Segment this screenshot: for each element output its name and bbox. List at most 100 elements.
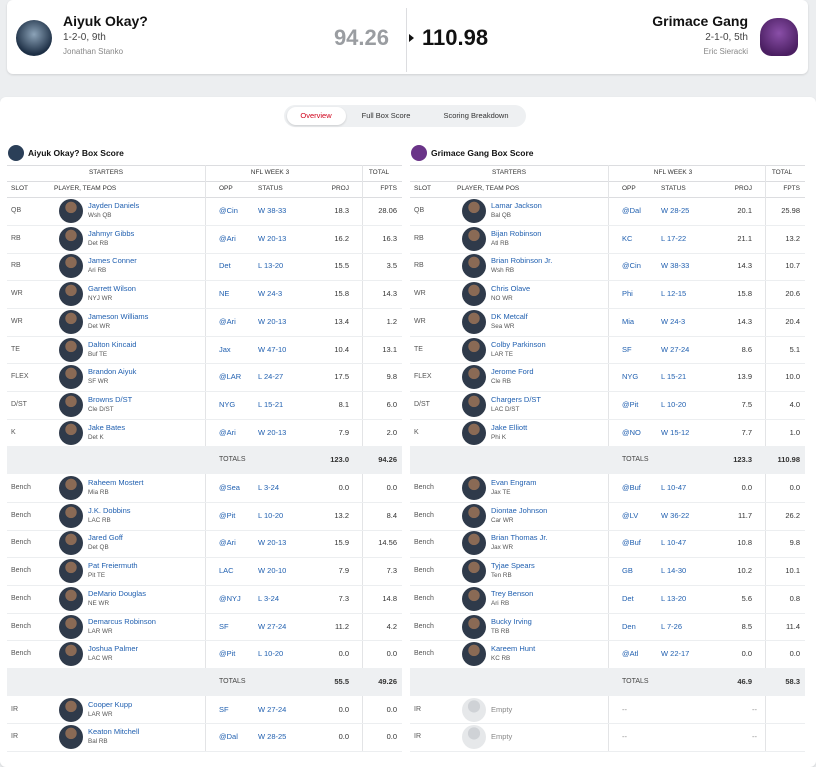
player-name[interactable]: DK Metcalf (491, 311, 528, 321)
game-status[interactable]: L 10-47 (661, 483, 687, 492)
player-name[interactable]: Raheem Mostert (88, 478, 144, 487)
opponent[interactable]: Mia (622, 316, 635, 326)
opponent[interactable]: NYG (622, 372, 639, 382)
game-status[interactable]: W 22-17 (661, 649, 690, 659)
player-name[interactable]: Cooper Kupp (88, 699, 133, 709)
opponent[interactable]: @Pit (622, 399, 639, 409)
player-name[interactable]: Diontae Johnson (491, 505, 548, 515)
player-name[interactable]: Trey Benson (491, 588, 534, 598)
game-status[interactable]: W 20-13 (258, 538, 287, 548)
game-status[interactable]: W 20-13 (258, 233, 287, 243)
opponent[interactable]: @Ari (219, 233, 236, 243)
player-name[interactable]: Bucky Irving (491, 616, 532, 626)
game-status[interactable]: L 10-20 (258, 649, 284, 659)
opponent[interactable]: @Pit (219, 649, 236, 659)
player-name[interactable]: Dalton Kincaid (88, 339, 137, 349)
opponent[interactable]: @Dal (622, 206, 641, 215)
game-status[interactable]: W 20-13 (258, 427, 287, 437)
game-status[interactable]: W 20-10 (258, 566, 287, 576)
player-name[interactable]: Jake Elliott (491, 422, 528, 432)
game-status[interactable]: W 20-13 (258, 316, 287, 326)
opponent[interactable]: LAC (219, 566, 234, 576)
opponent[interactable]: @Ari (219, 427, 236, 437)
game-status[interactable]: W 27-24 (258, 704, 287, 714)
opponent[interactable]: @LAR (219, 372, 242, 382)
game-status[interactable]: W 27-24 (258, 621, 287, 631)
opponent[interactable]: @Atl (622, 649, 639, 659)
tab[interactable]: Overview (300, 111, 332, 120)
player-name[interactable]: J.K. Dobbins (88, 505, 131, 515)
game-status[interactable]: W 28-25 (258, 732, 287, 742)
opponent[interactable]: Det (219, 261, 231, 271)
player-name[interactable]: Jayden Daniels (88, 201, 140, 210)
game-status[interactable]: W 36-22 (661, 510, 690, 520)
player-name[interactable]: Brandon Aiyuk (88, 367, 137, 377)
opponent[interactable]: Jax (219, 344, 231, 354)
opponent[interactable]: Den (622, 621, 636, 631)
opponent[interactable]: GB (622, 566, 633, 576)
game-status[interactable]: W 38-33 (258, 206, 287, 215)
player-name[interactable]: Keaton Mitchell (88, 727, 140, 737)
opponent[interactable]: @Buf (622, 538, 641, 548)
player-name[interactable]: Jerome Ford (491, 367, 534, 377)
game-status[interactable]: L 10-47 (661, 538, 687, 548)
opponent[interactable]: @Sea (219, 483, 240, 492)
player-name[interactable]: Jahmyr Gibbs (88, 228, 135, 238)
game-status[interactable]: L 24-27 (258, 372, 284, 382)
opponent[interactable]: @Pit (219, 510, 236, 520)
player-name[interactable]: DeMario Douglas (88, 588, 146, 598)
game-status[interactable]: L 10-20 (661, 399, 687, 409)
opponent[interactable]: SF (219, 704, 229, 714)
player-name[interactable]: Bijan Robinson (491, 228, 542, 238)
player-name[interactable]: Kareem Hunt (491, 644, 536, 654)
game-status[interactable]: L 15-21 (258, 399, 284, 409)
game-status[interactable]: L 14-30 (661, 566, 687, 576)
game-status[interactable]: L 3-24 (258, 483, 279, 492)
player-name[interactable]: Joshua Palmer (88, 644, 139, 654)
game-status[interactable]: L 7-26 (661, 621, 682, 631)
game-status[interactable]: W 47-10 (258, 344, 287, 354)
opponent[interactable]: @Cin (219, 206, 238, 215)
player-name[interactable]: Colby Parkinson (491, 339, 546, 349)
opponent[interactable]: @Ari (219, 538, 236, 548)
player-name[interactable]: Jake Bates (88, 422, 126, 432)
opponent[interactable]: Phi (622, 289, 633, 299)
game-status[interactable]: L 13-20 (661, 593, 687, 603)
player-name[interactable]: Jared Goff (88, 533, 123, 543)
game-status[interactable]: L 3-24 (258, 593, 279, 603)
tab[interactable]: Full Box Score (361, 111, 411, 120)
game-status[interactable]: W 24-3 (258, 289, 283, 299)
game-status[interactable]: W 28-25 (661, 206, 690, 215)
game-status[interactable]: L 12-15 (661, 289, 687, 299)
opponent[interactable]: NE (219, 289, 230, 299)
player-name[interactable]: Chargers D/ST (491, 394, 542, 404)
opponent[interactable]: @Buf (622, 483, 641, 492)
game-status[interactable]: L 15-21 (661, 372, 687, 382)
player-name[interactable]: Evan Engram (491, 478, 537, 487)
opponent[interactable]: NYG (219, 399, 236, 409)
player-name[interactable]: Jameson Williams (88, 311, 149, 321)
game-status[interactable]: L 10-20 (258, 510, 284, 520)
player-name[interactable]: Lamar Jackson (491, 201, 542, 210)
game-status[interactable]: L 17-22 (661, 233, 687, 243)
opponent[interactable]: @NO (622, 427, 641, 437)
game-status[interactable]: W 24-3 (661, 316, 686, 326)
player-name[interactable]: Chris Olave (491, 284, 531, 294)
player-name[interactable]: Brian Robinson Jr. (491, 256, 553, 266)
game-status[interactable]: W 38-33 (661, 261, 690, 271)
game-status[interactable]: W 27-24 (661, 344, 690, 354)
game-status[interactable]: L 13-20 (258, 261, 284, 271)
opponent[interactable]: SF (622, 344, 632, 354)
opponent[interactable]: KC (622, 233, 633, 243)
player-name[interactable]: Garrett Wilson (88, 284, 136, 294)
player-name[interactable]: Brian Thomas Jr. (491, 533, 548, 543)
player-name[interactable]: Pat Freiermuth (88, 561, 138, 571)
player-name[interactable]: Tyjae Spears (491, 561, 535, 571)
player-name[interactable]: James Conner (88, 256, 137, 266)
player-name[interactable]: Browns D/ST (88, 394, 133, 404)
opponent[interactable]: @Ari (219, 316, 236, 326)
opponent[interactable]: Det (622, 593, 634, 603)
opponent[interactable]: @NYJ (219, 593, 241, 603)
opponent[interactable]: SF (219, 621, 229, 631)
player-name[interactable]: Demarcus Robinson (88, 616, 156, 626)
